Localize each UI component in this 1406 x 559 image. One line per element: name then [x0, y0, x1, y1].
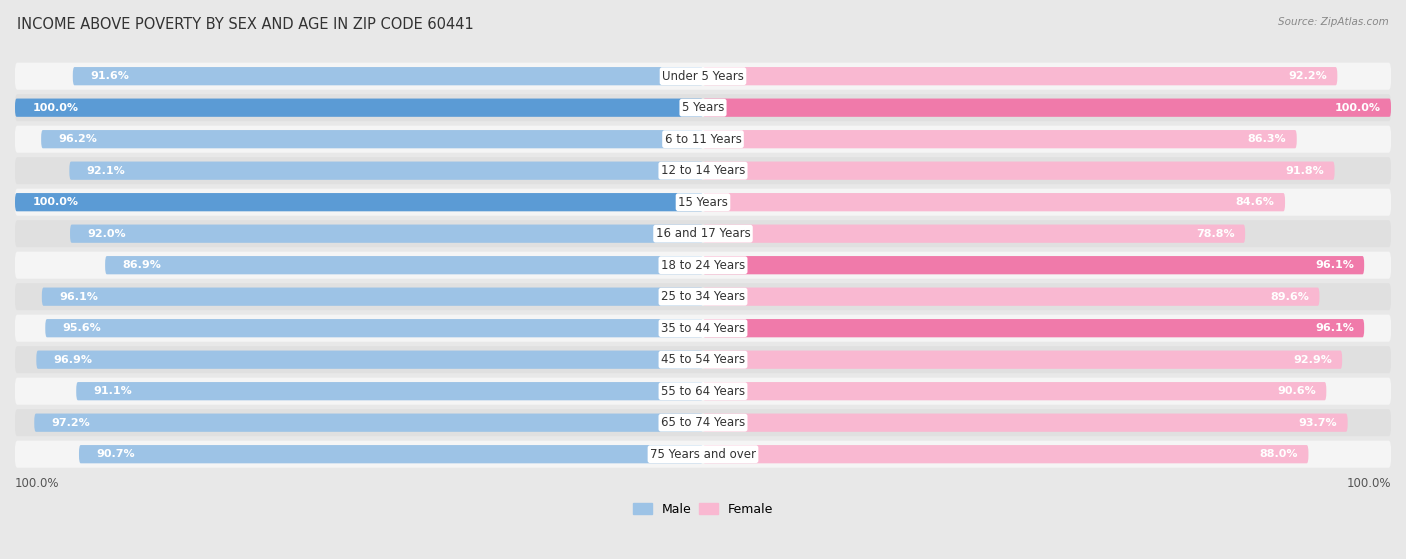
Text: 35 to 44 Years: 35 to 44 Years: [661, 321, 745, 335]
Text: 95.6%: 95.6%: [62, 323, 101, 333]
Text: 96.9%: 96.9%: [53, 355, 93, 364]
FancyBboxPatch shape: [703, 225, 1246, 243]
Text: 96.1%: 96.1%: [1315, 323, 1354, 333]
Text: 96.1%: 96.1%: [1315, 260, 1354, 270]
Text: 75 Years and over: 75 Years and over: [650, 448, 756, 461]
Text: 100.0%: 100.0%: [1334, 103, 1381, 113]
Text: 96.1%: 96.1%: [59, 292, 98, 302]
FancyBboxPatch shape: [37, 350, 703, 369]
Text: 65 to 74 Years: 65 to 74 Years: [661, 416, 745, 429]
Text: INCOME ABOVE POVERTY BY SEX AND AGE IN ZIP CODE 60441: INCOME ABOVE POVERTY BY SEX AND AGE IN Z…: [17, 17, 474, 32]
FancyBboxPatch shape: [15, 157, 1391, 184]
FancyBboxPatch shape: [703, 130, 1296, 148]
FancyBboxPatch shape: [703, 350, 1343, 369]
Text: 86.9%: 86.9%: [122, 260, 162, 270]
FancyBboxPatch shape: [703, 382, 1326, 400]
Text: 12 to 14 Years: 12 to 14 Years: [661, 164, 745, 177]
FancyBboxPatch shape: [703, 67, 1337, 86]
Text: 97.2%: 97.2%: [52, 418, 90, 428]
FancyBboxPatch shape: [15, 98, 703, 117]
Text: 100.0%: 100.0%: [1347, 477, 1391, 490]
FancyBboxPatch shape: [73, 67, 703, 86]
Text: 90.7%: 90.7%: [96, 449, 135, 459]
FancyBboxPatch shape: [15, 315, 1391, 342]
FancyBboxPatch shape: [703, 319, 1364, 337]
FancyBboxPatch shape: [41, 130, 703, 148]
Text: 91.6%: 91.6%: [90, 71, 129, 81]
FancyBboxPatch shape: [15, 409, 1391, 436]
FancyBboxPatch shape: [703, 193, 1285, 211]
Text: 100.0%: 100.0%: [15, 477, 59, 490]
Text: 92.9%: 92.9%: [1294, 355, 1331, 364]
FancyBboxPatch shape: [15, 346, 1391, 373]
Text: 100.0%: 100.0%: [32, 103, 79, 113]
FancyBboxPatch shape: [69, 162, 703, 180]
FancyBboxPatch shape: [15, 440, 1391, 468]
Text: 92.0%: 92.0%: [87, 229, 127, 239]
FancyBboxPatch shape: [70, 225, 703, 243]
FancyBboxPatch shape: [15, 220, 1391, 247]
Text: 25 to 34 Years: 25 to 34 Years: [661, 290, 745, 303]
Text: 6 to 11 Years: 6 to 11 Years: [665, 132, 741, 146]
Text: 78.8%: 78.8%: [1197, 229, 1234, 239]
Text: 96.2%: 96.2%: [58, 134, 97, 144]
Text: 84.6%: 84.6%: [1236, 197, 1275, 207]
FancyBboxPatch shape: [15, 193, 703, 211]
Text: 89.6%: 89.6%: [1270, 292, 1309, 302]
FancyBboxPatch shape: [703, 256, 1364, 274]
Text: 18 to 24 Years: 18 to 24 Years: [661, 259, 745, 272]
Text: 88.0%: 88.0%: [1260, 449, 1298, 459]
FancyBboxPatch shape: [79, 445, 703, 463]
Text: 16 and 17 Years: 16 and 17 Years: [655, 227, 751, 240]
Text: 5 Years: 5 Years: [682, 101, 724, 114]
FancyBboxPatch shape: [15, 188, 1391, 216]
FancyBboxPatch shape: [15, 126, 1391, 153]
FancyBboxPatch shape: [34, 414, 703, 432]
Text: 100.0%: 100.0%: [32, 197, 79, 207]
FancyBboxPatch shape: [703, 98, 1391, 117]
FancyBboxPatch shape: [15, 63, 1391, 90]
FancyBboxPatch shape: [703, 162, 1334, 180]
FancyBboxPatch shape: [703, 414, 1348, 432]
Text: 91.8%: 91.8%: [1285, 165, 1324, 176]
FancyBboxPatch shape: [105, 256, 703, 274]
FancyBboxPatch shape: [703, 445, 1309, 463]
Text: Source: ZipAtlas.com: Source: ZipAtlas.com: [1278, 17, 1389, 27]
Text: Under 5 Years: Under 5 Years: [662, 70, 744, 83]
Text: 86.3%: 86.3%: [1247, 134, 1286, 144]
FancyBboxPatch shape: [76, 382, 703, 400]
Text: 45 to 54 Years: 45 to 54 Years: [661, 353, 745, 366]
FancyBboxPatch shape: [15, 252, 1391, 279]
Text: 90.6%: 90.6%: [1277, 386, 1316, 396]
FancyBboxPatch shape: [15, 94, 1391, 121]
Text: 92.2%: 92.2%: [1288, 71, 1327, 81]
FancyBboxPatch shape: [45, 319, 703, 337]
Legend: Male, Female: Male, Female: [628, 498, 778, 520]
FancyBboxPatch shape: [15, 283, 1391, 310]
FancyBboxPatch shape: [703, 287, 1319, 306]
FancyBboxPatch shape: [42, 287, 703, 306]
Text: 15 Years: 15 Years: [678, 196, 728, 209]
Text: 92.1%: 92.1%: [87, 165, 125, 176]
Text: 91.1%: 91.1%: [93, 386, 132, 396]
Text: 55 to 64 Years: 55 to 64 Years: [661, 385, 745, 397]
FancyBboxPatch shape: [15, 378, 1391, 405]
Text: 93.7%: 93.7%: [1299, 418, 1337, 428]
